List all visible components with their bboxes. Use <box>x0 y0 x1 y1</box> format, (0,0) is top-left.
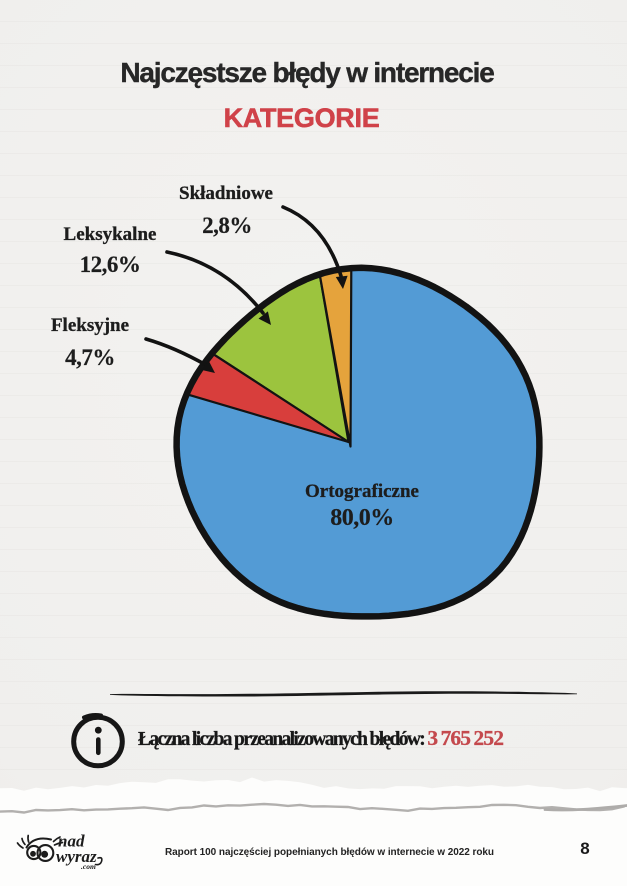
svg-text:.com: .com <box>81 862 96 871</box>
svg-text:nad: nad <box>58 832 85 851</box>
svg-text:wyraz: wyraz <box>56 847 97 866</box>
